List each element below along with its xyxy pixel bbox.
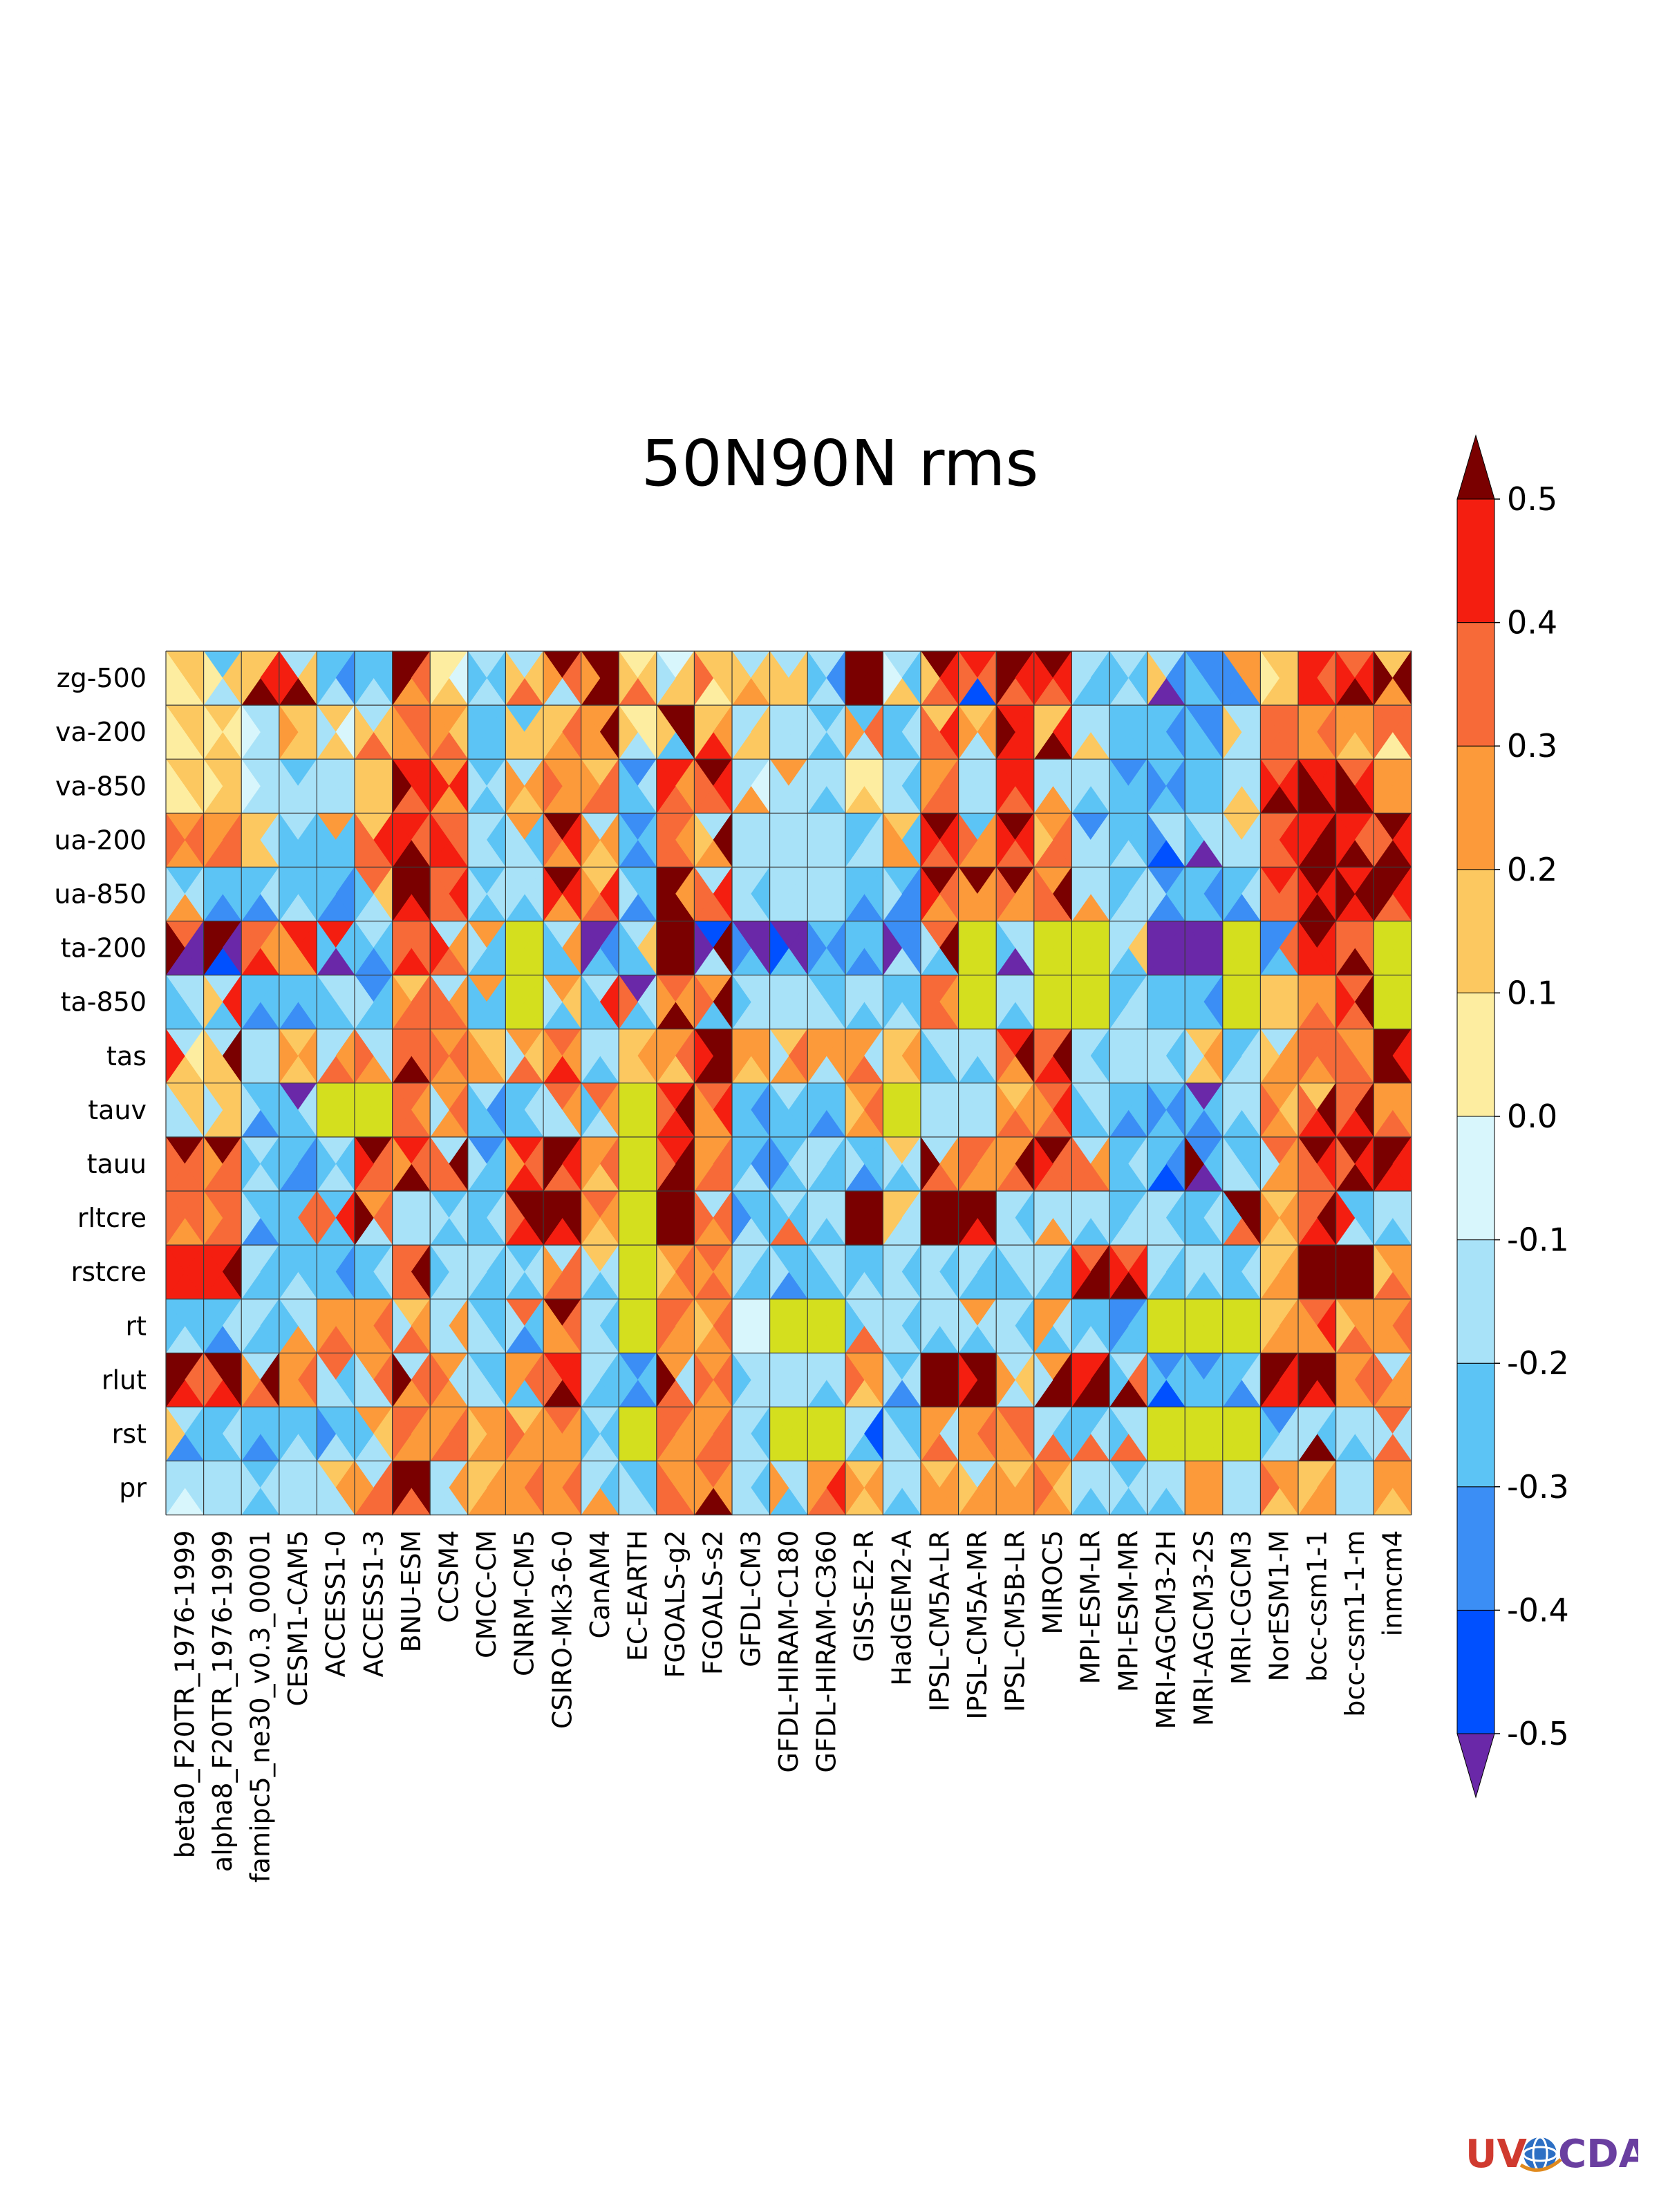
row-label: tas: [106, 1041, 147, 1071]
colorbar-tick-label: -0.1: [1507, 1221, 1569, 1259]
column-label: MRI-AGCM3-2S: [1189, 1530, 1219, 1727]
colorbar-segment: [1456, 1239, 1495, 1364]
column-label: GFDL-HIRAM-C360: [812, 1530, 842, 1773]
column-label: MRI-AGCM3-2H: [1151, 1530, 1181, 1730]
row-label: rst: [112, 1418, 147, 1449]
column-labels: beta0_F20TR_1976-1999 alpha8_F20TR_1976-1…: [169, 1530, 1407, 1883]
column-label: FGOALS-g2: [660, 1530, 691, 1678]
row-label: va-200: [55, 717, 147, 747]
column-label: IPSL-CM5A-MR: [962, 1530, 993, 1720]
column-label: CanAM4: [585, 1530, 615, 1639]
column-label: EC-EARTH: [623, 1530, 653, 1662]
column-label: famipc5_ne30_v0.3_00001: [245, 1530, 276, 1883]
column-label: CESM1-CAM5: [283, 1530, 313, 1707]
column-label: NorESM1-M: [1264, 1530, 1295, 1682]
row-label: zg-500: [57, 663, 147, 693]
column-label: ACCESS1-0: [321, 1530, 351, 1678]
colorbar-tick-label: -0.5: [1507, 1715, 1569, 1752]
colorbar-tick-label: -0.3: [1507, 1468, 1569, 1506]
column-label: IPSL-CM5B-LR: [1000, 1530, 1031, 1712]
column-label: MIROC5: [1038, 1530, 1068, 1635]
row-label: pr: [119, 1473, 147, 1503]
column-label: alpha8_F20TR_1976-1999: [207, 1530, 238, 1872]
heatmap-gridlines: [165, 650, 1412, 1516]
column-label: GFDL-CM3: [735, 1530, 766, 1667]
colorbar-under-arrow: [1456, 1733, 1495, 1799]
colorbar-segment: [1456, 1116, 1495, 1241]
colorbar-tick-label: 0.2: [1507, 851, 1557, 888]
colorbar-tick-label: 0.4: [1507, 604, 1557, 641]
column-label: HadGEM2-A: [887, 1530, 917, 1686]
globe-icon: [1519, 2136, 1562, 2172]
column-label: bcc-csm1-1-m: [1340, 1530, 1370, 1717]
colorbar-tick-label: 0.5: [1507, 480, 1557, 518]
column-label: BNU-ESM: [396, 1530, 427, 1653]
column-label: CSIRO-Mk3-6-0: [547, 1530, 577, 1730]
row-label: rlut: [102, 1365, 147, 1395]
column-label: MPI-ESM-MR: [1113, 1530, 1143, 1692]
row-label: ua-850: [54, 879, 147, 909]
column-label: MRI-CGCM3: [1226, 1530, 1257, 1685]
column-label: CMCC-CM: [471, 1530, 502, 1658]
colorbar-tick-label: 0.0: [1507, 1098, 1557, 1135]
colorbar-tick-label: 0.3: [1507, 727, 1557, 765]
row-label: ua-200: [54, 825, 147, 855]
colorbar-segment: [1456, 992, 1495, 1117]
colorbar-over-arrow: [1456, 434, 1495, 500]
chart-title: 50N90N rms: [641, 427, 1039, 500]
column-label: ACCESS1-3: [358, 1530, 388, 1678]
colorbar-segment: [1456, 1609, 1495, 1734]
uvcdat-logo-mark: UV CDAT: [1465, 2132, 1659, 2177]
colorbar-segment: [1456, 498, 1495, 624]
row-labels: zg-500 va-200 va-850 ua-200 ua-850 ta-200 ta-8…: [54, 663, 147, 1503]
row-label: rltcre: [77, 1203, 147, 1233]
colorbar-segment: [1456, 869, 1495, 993]
row-label: rt: [125, 1311, 147, 1341]
heatmap-grid: [165, 650, 1412, 1516]
column-label: inmcm4: [1378, 1530, 1408, 1637]
column-label: GISS-E2-R: [849, 1530, 879, 1662]
column-label: IPSL-CM5A-LR: [924, 1530, 955, 1712]
colorbar: -0.5 -0.4 -0.3 -0.2 -0.1 0.0 0.1 0.2 0.3 0.4 0.5: [1456, 434, 1569, 1799]
row-label: rstcre: [71, 1257, 147, 1287]
colorbar-segment: [1456, 622, 1495, 747]
column-label: CCSM4: [434, 1530, 465, 1623]
column-label: GFDL-HIRAM-C180: [774, 1530, 804, 1773]
row-label: tauv: [88, 1095, 147, 1125]
column-label: bcc-csm1-1: [1302, 1530, 1332, 1682]
column-label: beta0_F20TR_1976-1999: [169, 1530, 200, 1859]
uvcdat-logo: UV CDAT: [1465, 2129, 1659, 2177]
colorbar-tick-label: -0.4: [1507, 1591, 1569, 1629]
row-label: ta-200: [61, 933, 147, 964]
row-label: ta-850: [61, 987, 147, 1018]
colorbar-segment: [1456, 1486, 1495, 1611]
row-label: va-850: [55, 771, 147, 801]
colorbar-tick-label: -0.2: [1507, 1344, 1569, 1382]
column-label: MPI-ESM-LR: [1076, 1530, 1106, 1685]
column-label: CNRM-CM5: [509, 1530, 540, 1676]
colorbar-segment: [1456, 745, 1495, 870]
logo-text-right: CDAT: [1558, 2132, 1638, 2177]
column-label: FGOALS-s2: [698, 1530, 729, 1676]
row-label: tauu: [87, 1149, 147, 1179]
colorbar-segment: [1456, 1362, 1495, 1488]
colorbar-tick-label: 0.1: [1507, 974, 1557, 1011]
logo-text-left: UV: [1465, 2132, 1527, 2177]
